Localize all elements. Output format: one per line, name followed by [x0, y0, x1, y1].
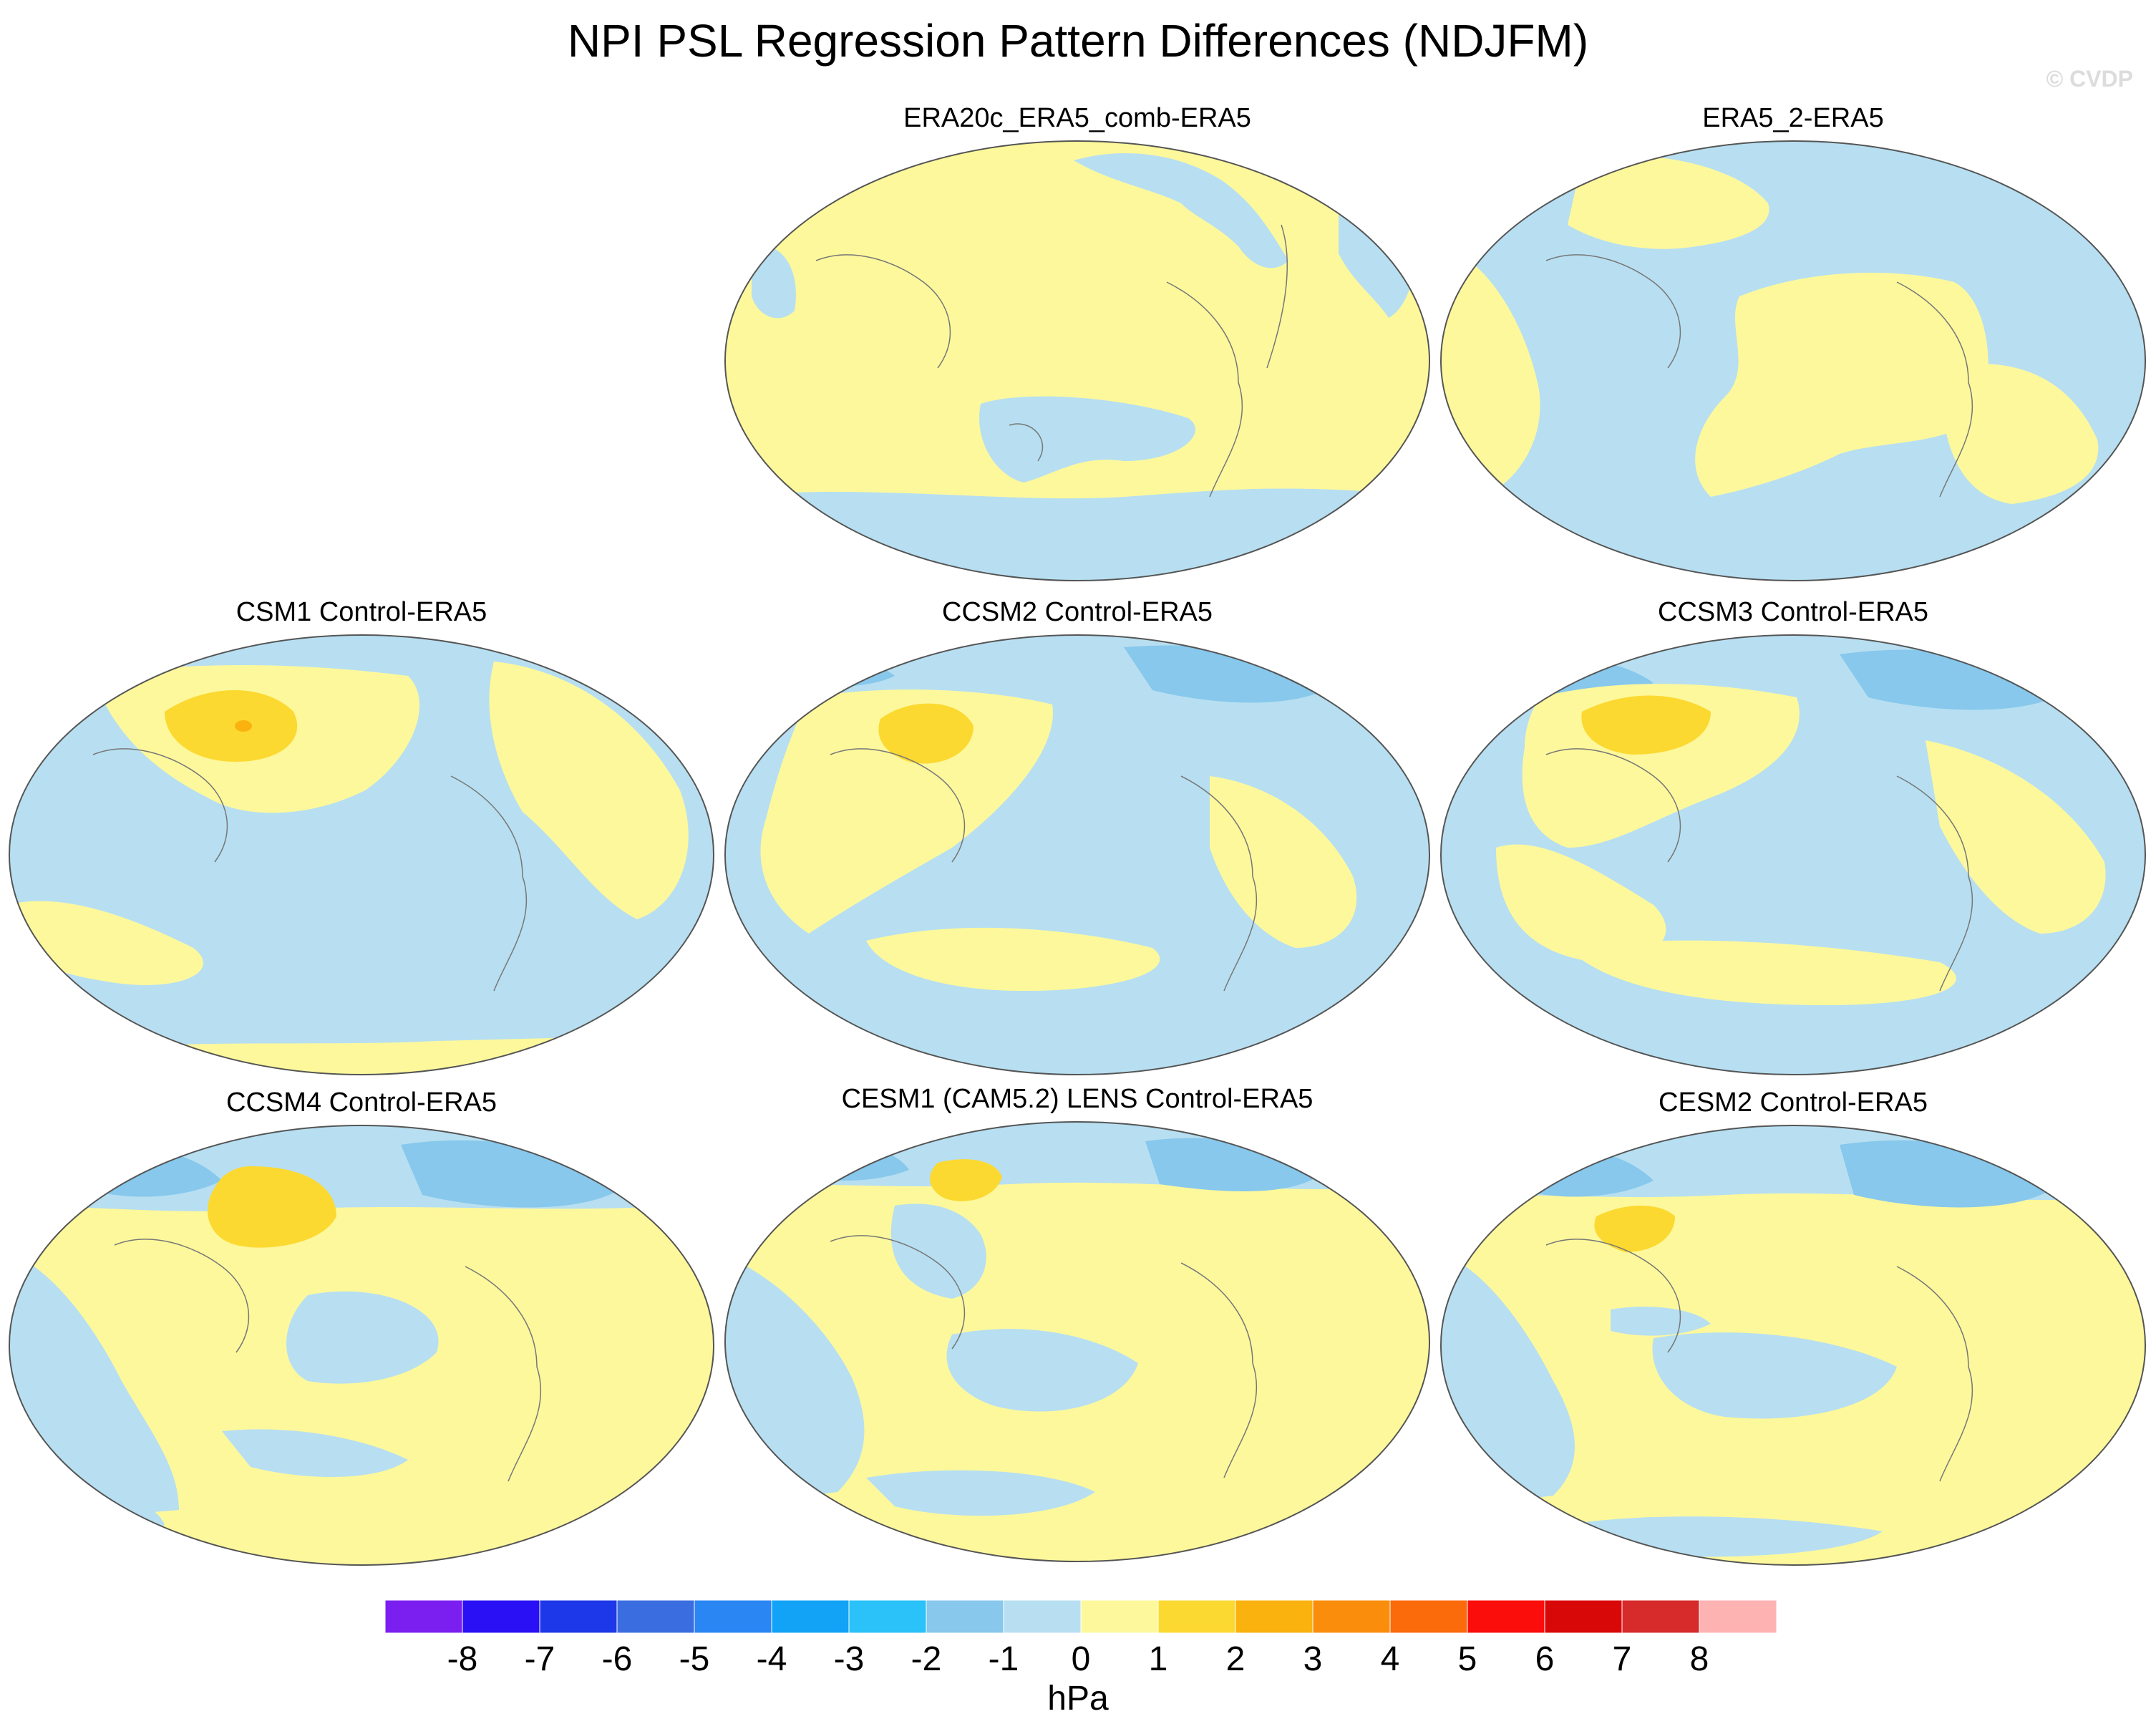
panel-title: CCSM2 Control-ERA5	[942, 597, 1213, 627]
colorbar-swatch	[1699, 1600, 1777, 1634]
colorbar-tick-label: 7	[1612, 1640, 1632, 1678]
colorbar-swatch	[1157, 1600, 1236, 1634]
panel-cesm1-lens-control: CESM1 (CAM5.2) LENS Control-ERA5	[723, 1081, 1432, 1568]
colorbar-swatch	[1544, 1600, 1623, 1634]
colorbar-swatch	[694, 1600, 772, 1634]
colorbar-tick-label: -5	[679, 1640, 710, 1678]
panel-title: CESM1 (CAM5.2) LENS Control-ERA5	[841, 1084, 1313, 1114]
panel-ccsm4-control: CCSM4 Control-ERA5	[7, 1085, 716, 1571]
colorbar-tick-label: 2	[1225, 1640, 1245, 1678]
colorbar-tick-label: 6	[1535, 1640, 1555, 1678]
panel-era20c-era5-comb: ERA20c_ERA5_comb-ERA5	[723, 100, 1432, 587]
colorbar-tick-label: 5	[1457, 1640, 1477, 1678]
panel-era5-2: ERA5_2-ERA5	[1439, 100, 2147, 587]
colorbar-swatch	[1621, 1600, 1700, 1634]
map-cesm1	[724, 1121, 1430, 1562]
map-era5-2	[1440, 140, 2146, 581]
colorbar-units: hPa	[1047, 1680, 1109, 1718]
map-csm1	[9, 634, 714, 1075]
colorbar-tick-label: 4	[1380, 1640, 1400, 1678]
colorbar-tick-label: 3	[1303, 1640, 1323, 1678]
map-ccsm2	[724, 634, 1430, 1075]
panel-cesm2-control: CESM2 Control-ERA5	[1439, 1085, 2147, 1571]
colorbar-swatch	[1235, 1600, 1313, 1634]
colorbar-swatch	[848, 1600, 927, 1634]
panel-title: ERA5_2-ERA5	[1702, 103, 1884, 133]
colorbar-tick-label: -3	[833, 1640, 865, 1678]
colorbar-swatch	[771, 1600, 850, 1634]
colorbar-swatch	[616, 1600, 695, 1634]
panel-title: CCSM4 Control-ERA5	[226, 1088, 497, 1118]
panel-csm1-control: CSM1 Control-ERA5	[7, 594, 716, 1081]
panel-title: CCSM3 Control-ERA5	[1658, 597, 1928, 627]
colorbar-swatch	[926, 1600, 1004, 1634]
map-ccsm3	[1440, 634, 2146, 1075]
map-era20c	[724, 140, 1430, 581]
colorbar-swatch	[1003, 1600, 1082, 1634]
colorbar	[385, 1600, 1777, 1634]
panel-title: CESM2 Control-ERA5	[1659, 1088, 1928, 1118]
colorbar-swatch	[1389, 1600, 1468, 1634]
map-cesm2	[1440, 1125, 2146, 1566]
colorbar-swatch	[539, 1600, 618, 1634]
colorbar-swatch	[1467, 1600, 1545, 1634]
colorbar-swatch	[1080, 1600, 1159, 1634]
colorbar-tick-label: -7	[524, 1640, 555, 1678]
colorbar-swatch	[462, 1600, 540, 1634]
colorbar-swatch	[385, 1600, 463, 1634]
panel-title: ERA20c_ERA5_comb-ERA5	[903, 103, 1251, 133]
colorbar-tick-label: -2	[911, 1640, 942, 1678]
panel-title: CSM1 Control-ERA5	[235, 597, 487, 627]
colorbar-swatch	[1312, 1600, 1391, 1634]
figure-title: NPI PSL Regression Pattern Differences (…	[567, 15, 1589, 67]
cvdp-watermark: © CVDP	[2046, 66, 2133, 92]
panel-ccsm2-control: CCSM2 Control-ERA5	[723, 594, 1432, 1081]
map-ccsm4	[9, 1125, 714, 1566]
colorbar-tick-label: 0	[1071, 1640, 1091, 1678]
colorbar-tick-label: -6	[601, 1640, 633, 1678]
colorbar-tick-label: -8	[447, 1640, 478, 1678]
colorbar-tick-label: -4	[756, 1640, 787, 1678]
colorbar-tick-label: -1	[988, 1640, 1019, 1678]
colorbar-tick-label: 8	[1689, 1640, 1709, 1678]
panel-ccsm3-control: CCSM3 Control-ERA5	[1439, 594, 2147, 1081]
colorbar-tick-label: 1	[1148, 1640, 1168, 1678]
